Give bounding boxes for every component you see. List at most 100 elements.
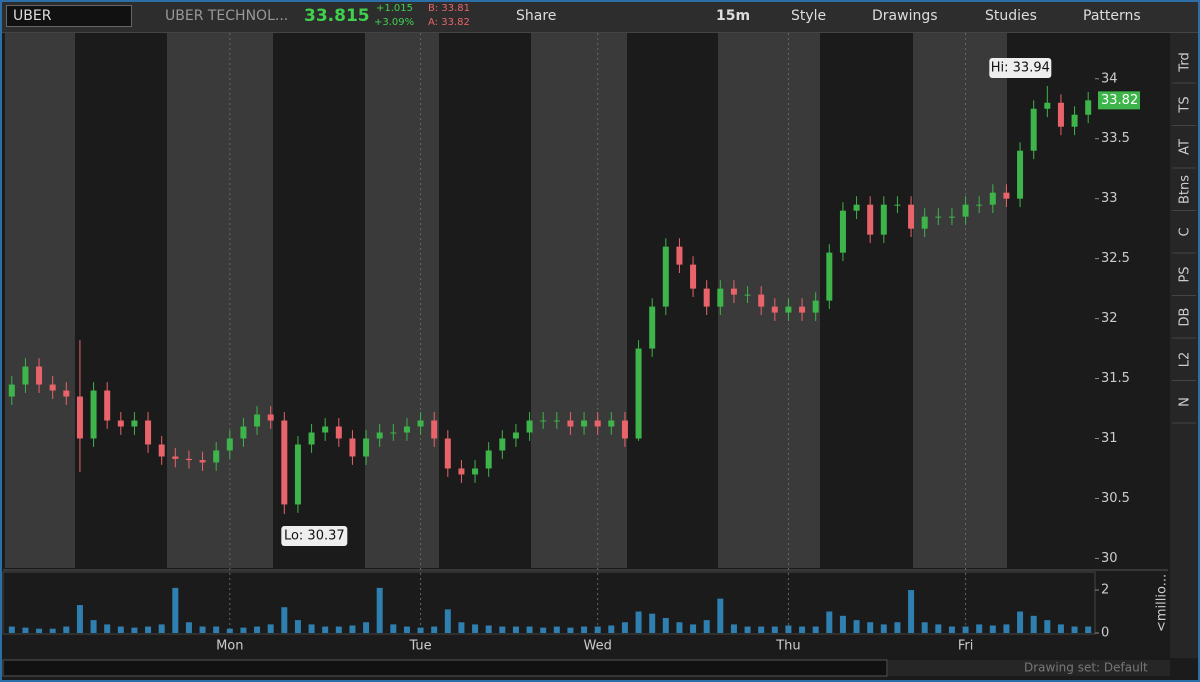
candle-body: [308, 432, 315, 445]
volume-bar: [908, 590, 915, 633]
drawing-set: Drawing set: Default: [1024, 661, 1148, 675]
button[interactable]: Share: [516, 8, 557, 24]
volume-bar: [444, 609, 451, 633]
candle-body: [417, 420, 424, 427]
volume-bar: [485, 625, 492, 633]
x-tick-label: Fri: [958, 639, 974, 654]
candle-body: [512, 432, 519, 439]
candle-body: [676, 246, 683, 265]
candle-body: [758, 294, 765, 307]
volume-bar: [417, 627, 424, 633]
button[interactable]: Drawings: [872, 8, 938, 24]
symbol-box[interactable]: UBER: [6, 5, 132, 27]
candle-body: [485, 450, 492, 469]
bid: B: 33.81: [428, 3, 471, 14]
candle-body: [730, 288, 737, 295]
volume-bar: [390, 624, 397, 633]
volume-bar: [499, 626, 506, 633]
x-tick-label: Wed: [584, 639, 612, 654]
volume-bar: [1071, 626, 1078, 633]
candle-body: [185, 458, 192, 461]
candle-body: [431, 420, 438, 439]
candle-body: [22, 366, 29, 385]
side-tab[interactable]: PS: [1178, 266, 1193, 282]
candle-body: [908, 204, 915, 229]
volume-bar: [158, 624, 165, 633]
side-tab[interactable]: L2: [1178, 352, 1193, 368]
volume-bar: [1044, 620, 1051, 633]
last-price-label: 33.82: [1101, 93, 1138, 108]
session-band: [167, 33, 273, 568]
candle-body: [199, 460, 206, 463]
volume-bg: [2, 571, 1096, 635]
y-tick-label: 30: [1101, 551, 1118, 566]
ask: A: 33.82: [428, 17, 470, 28]
volume-bar: [771, 626, 778, 633]
candle-body: [281, 420, 288, 505]
volume-bar: [758, 626, 765, 633]
volume-bar: [294, 620, 301, 633]
y-tick-label: 32.5: [1101, 251, 1130, 266]
candle-body: [1030, 108, 1037, 151]
volume-bar: [1085, 626, 1092, 633]
button[interactable]: Studies: [985, 8, 1037, 24]
volume-bar: [553, 626, 560, 633]
volume-bar: [662, 617, 669, 633]
lo-label-box: [281, 526, 348, 547]
side-tab[interactable]: Trd: [1178, 52, 1193, 72]
volume-bar: [594, 626, 601, 633]
volume-bar: [799, 626, 806, 633]
side-tab[interactable]: AT: [1178, 139, 1193, 155]
volume-bar: [867, 622, 874, 633]
volume-bar: [213, 626, 220, 633]
volume-bar: [717, 598, 724, 633]
volume-bar: [403, 626, 410, 633]
button[interactable]: Style: [791, 8, 827, 24]
candle-body: [717, 288, 724, 307]
volume-bar: [1017, 611, 1024, 633]
volume-bar: [976, 624, 983, 633]
candle-body: [853, 204, 860, 211]
volume-bar: [349, 625, 356, 633]
volume-bar: [690, 624, 697, 633]
y-tick-label: 30.5: [1101, 491, 1130, 506]
volume-bar: [363, 622, 370, 633]
volume-bar: [730, 624, 737, 633]
volume-bar: [254, 626, 261, 633]
side-tab[interactable]: Btns: [1178, 175, 1193, 204]
volume-bar: [104, 624, 111, 633]
volume-bar: [63, 626, 70, 633]
volume-bar: [376, 587, 383, 633]
candle-body: [839, 210, 846, 253]
volume-bar: [894, 622, 901, 633]
candle-body: [226, 438, 233, 451]
volume-bar: [240, 627, 247, 633]
button[interactable]: 15m: [716, 8, 751, 24]
volume-bar: [635, 611, 642, 633]
candle-body: [1017, 150, 1024, 199]
candle-body: [63, 390, 70, 397]
session-band: [5, 33, 75, 568]
toolbar: UBER UBER TECHNOL... 33.815 +1.015 +3.09…: [0, 0, 1200, 33]
button[interactable]: Patterns: [1083, 8, 1141, 24]
volume-bar: [308, 624, 315, 633]
candle-body: [158, 444, 165, 457]
volume-bar: [581, 626, 588, 633]
candle-body: [1044, 102, 1051, 109]
side-tab[interactable]: DB: [1178, 308, 1193, 327]
volume-bar: [621, 622, 628, 633]
candle-body: [935, 216, 942, 218]
side-tab[interactable]: TS: [1178, 96, 1193, 113]
volume-bar: [880, 624, 887, 633]
change-pct: +3.09%: [374, 17, 415, 28]
candle-body: [499, 438, 506, 451]
side-tab[interactable]: N: [1178, 397, 1193, 407]
hi-label: Hi: 33.94: [991, 60, 1050, 75]
volume-bar: [785, 625, 792, 633]
side-tab[interactable]: C: [1178, 227, 1193, 236]
candle-body: [553, 420, 560, 422]
candle-body: [526, 420, 533, 433]
candle-body: [635, 348, 642, 439]
candle-body: [894, 204, 901, 206]
